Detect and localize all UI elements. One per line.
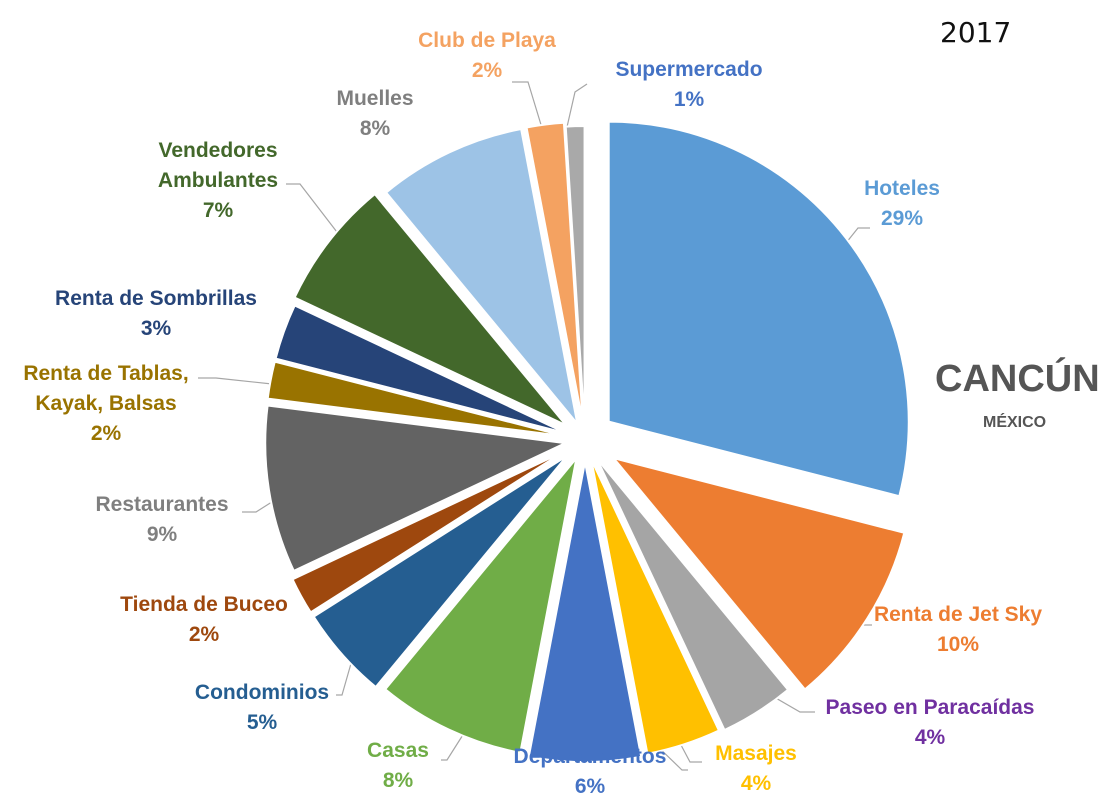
- pie-slice: [525, 121, 584, 423]
- leader-line: [286, 183, 341, 237]
- city-title: CANCÚN: [935, 358, 1100, 400]
- slice-label: Restaurantes 9%: [95, 493, 228, 546]
- slice-label: Club de Playa 2%: [418, 29, 556, 82]
- slice-label: Renta de Jet Sky 10%: [874, 603, 1042, 656]
- slice-label: Vendedores Ambulantes 7%: [158, 139, 278, 222]
- pie-slice: [293, 192, 567, 427]
- pie-slice: [610, 456, 906, 691]
- pie-slice: [384, 127, 579, 425]
- slice-label: Supermercado 1%: [615, 58, 762, 111]
- pie-slice: [383, 457, 578, 754]
- slice-label: Paseo en Paracaídas 4%: [826, 696, 1035, 749]
- leader-line: [242, 499, 276, 513]
- pie-slice: [607, 120, 910, 498]
- slice-label: Condominios 5%: [195, 681, 329, 734]
- pie-slice: [527, 461, 643, 763]
- slice-label: Renta de Sombrillas 3%: [55, 287, 257, 340]
- slice-label: Hoteles 29%: [864, 177, 940, 230]
- pie-slice: [274, 304, 567, 435]
- pie-slice: [291, 450, 565, 614]
- pie-slice: [266, 360, 566, 438]
- leader-line: [441, 729, 467, 761]
- pie-slice: [595, 457, 790, 732]
- slice-label: Casas 8%: [367, 739, 429, 792]
- pie-slice: [564, 125, 586, 427]
- leader-line: [512, 81, 543, 129]
- slice-label: Masajes 4%: [715, 742, 797, 795]
- slice-label: Muelles 8%: [336, 87, 413, 140]
- pie-slice: [590, 458, 721, 755]
- leader-line: [198, 377, 273, 385]
- leader-line: [566, 83, 588, 128]
- slice-label: Renta de Tablas, Kayak, Balsas 2%: [23, 362, 188, 445]
- country-subtitle: MÉXICO: [983, 414, 1047, 431]
- leader-line: [336, 652, 355, 696]
- chart-title-year: 2017: [940, 16, 1012, 49]
- slice-label: Tienda de Buceo 2%: [120, 593, 288, 646]
- pie-slice: [264, 404, 569, 573]
- pie-slice: [312, 455, 568, 689]
- slice-label: Departamentos 6%: [514, 745, 667, 798]
